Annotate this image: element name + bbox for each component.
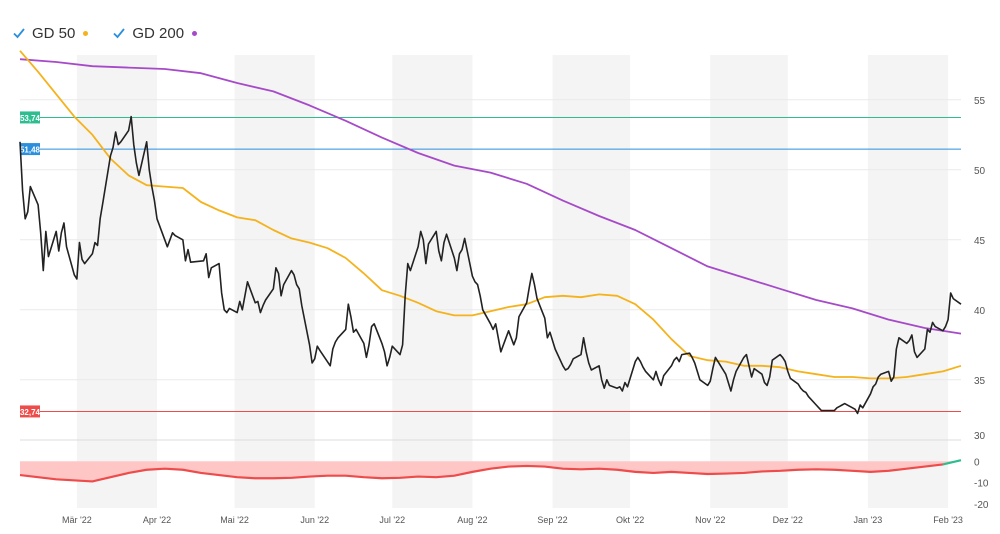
x-tick-label: Apr '22 — [143, 515, 171, 525]
series-color-dot — [83, 30, 89, 36]
y-tick-label: 55 — [974, 96, 986, 107]
checkmark-icon[interactable] — [12, 26, 26, 40]
x-tick-label: Jan '23 — [854, 515, 883, 525]
month-band — [867, 55, 949, 508]
indicator-area — [20, 460, 961, 482]
level-label-box — [20, 111, 40, 124]
x-tick-label: Mär '22 — [62, 515, 92, 525]
x-tick-label: Feb '23 — [933, 515, 963, 525]
x-tick-label: Mai '22 — [220, 515, 249, 525]
x-tick-label: Aug '22 — [457, 515, 487, 525]
x-tick-label: Jul '22 — [379, 515, 405, 525]
level-label: 53,74 — [20, 114, 41, 123]
price-line — [19, 115, 962, 415]
gd50-line — [19, 50, 962, 380]
indicator-tick-label: -10 — [974, 479, 989, 490]
x-tick-label: Dez '22 — [773, 515, 803, 525]
month-band — [710, 55, 788, 508]
x-tick-label: Sep '22 — [537, 515, 567, 525]
legend-item-gd50[interactable]: GD 50 — [12, 24, 89, 42]
level-label: 51,48 — [20, 146, 41, 155]
series-color-dot — [192, 30, 198, 36]
indicator-tick-label: -20 — [974, 500, 989, 511]
month-band — [552, 55, 631, 508]
y-tick-label: 50 — [974, 166, 986, 177]
x-tick-label: Jun '22 — [300, 515, 329, 525]
indicator-tick-label: 0 — [974, 457, 980, 468]
gd200-line — [19, 58, 962, 335]
x-tick-label: Nov '22 — [695, 515, 725, 525]
y-tick-label: 45 — [974, 236, 986, 247]
checkmark-icon[interactable] — [112, 26, 126, 40]
legend-label: GD 50 — [32, 24, 76, 42]
level-label-box — [20, 143, 40, 156]
legend-item-gd200[interactable]: GD 200 — [112, 24, 198, 42]
y-tick-label: 30 — [974, 431, 986, 442]
indicator-line-end — [942, 459, 962, 466]
x-tick-label: Okt '22 — [616, 515, 644, 525]
y-tick-label: 35 — [974, 376, 986, 387]
level-label: 32,74 — [20, 408, 41, 417]
legend: GD 50 GD 200 — [12, 22, 198, 44]
level-label-box — [20, 405, 40, 418]
month-band — [76, 55, 158, 508]
indicator-line — [19, 463, 944, 483]
legend-label: GD 200 — [132, 24, 185, 42]
y-tick-label: 40 — [974, 306, 986, 317]
